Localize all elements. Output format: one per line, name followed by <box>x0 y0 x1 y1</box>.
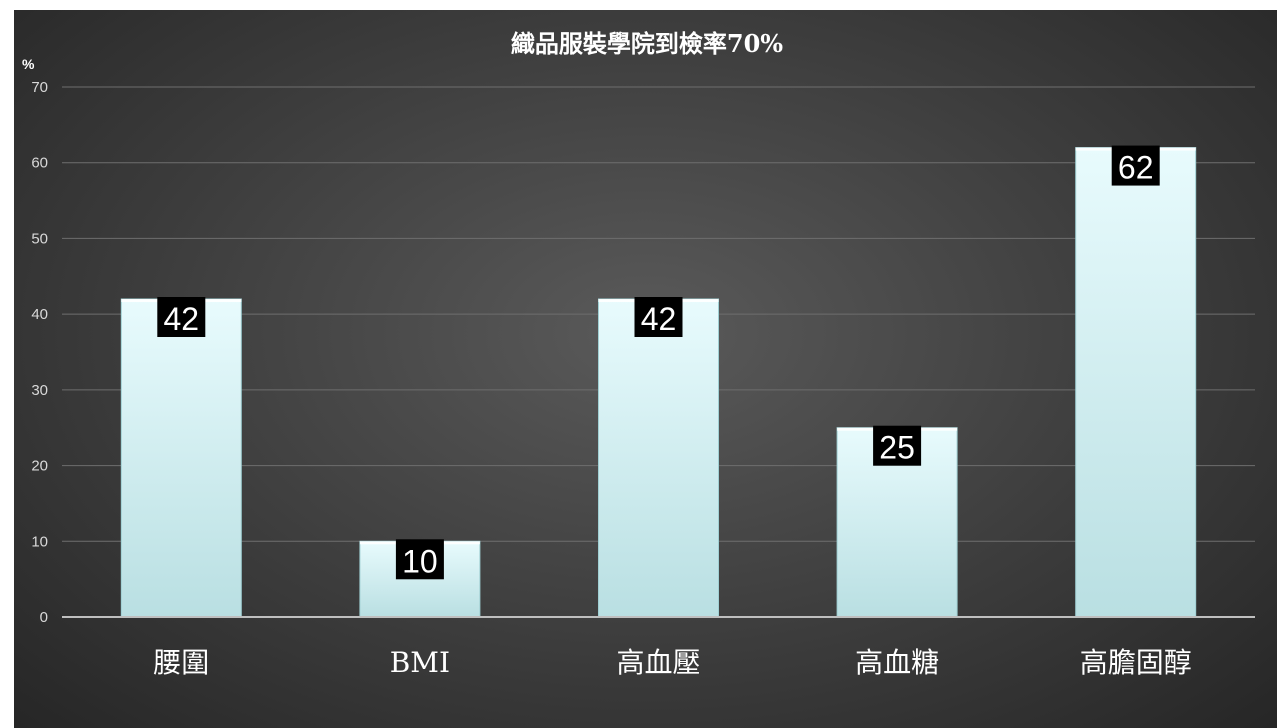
bar <box>120 298 242 618</box>
x-axis-ticks: 腰圍 BMI 高血壓 高血糖 高膽固醇 <box>153 646 1191 679</box>
y-tick-label: 60 <box>31 155 48 172</box>
x-tick-label: 高膽固醇 <box>1080 646 1192 679</box>
y-tick-label: 40 <box>31 306 48 323</box>
y-tick-label: 50 <box>31 230 48 247</box>
x-tick-label: 高血糖 <box>855 646 939 679</box>
x-tick-label: 高血壓 <box>616 646 700 679</box>
data-label: 62 <box>1118 150 1154 186</box>
bar <box>1075 147 1197 618</box>
y-tick-label: 70 <box>31 79 48 96</box>
data-label: 42 <box>164 301 200 337</box>
y-tick-label: 30 <box>31 382 48 399</box>
data-label-box <box>873 425 922 466</box>
data-label-box <box>1111 145 1160 186</box>
data-label: 42 <box>641 301 677 337</box>
y-tick-label: 10 <box>31 533 48 550</box>
x-tick-label: 腰圍 <box>153 646 209 679</box>
bars <box>120 147 1197 618</box>
data-label: 25 <box>879 430 915 466</box>
bar <box>598 298 719 618</box>
y-axis-label: % <box>22 56 35 72</box>
data-label-box <box>634 297 683 337</box>
data-label-box <box>157 297 206 337</box>
chart-title: 織品服裝學院到檢率70% <box>511 29 783 58</box>
x-tick-label: BMI <box>390 646 450 679</box>
data-label-box <box>395 539 444 580</box>
y-tick-label: 0 <box>40 609 48 626</box>
y-tick-label: 20 <box>31 458 48 475</box>
data-labels: 42 10 42 25 62 <box>157 145 1160 580</box>
data-label: 10 <box>402 543 438 579</box>
y-axis-ticks: 0 10 20 30 40 50 60 70 <box>31 79 48 626</box>
